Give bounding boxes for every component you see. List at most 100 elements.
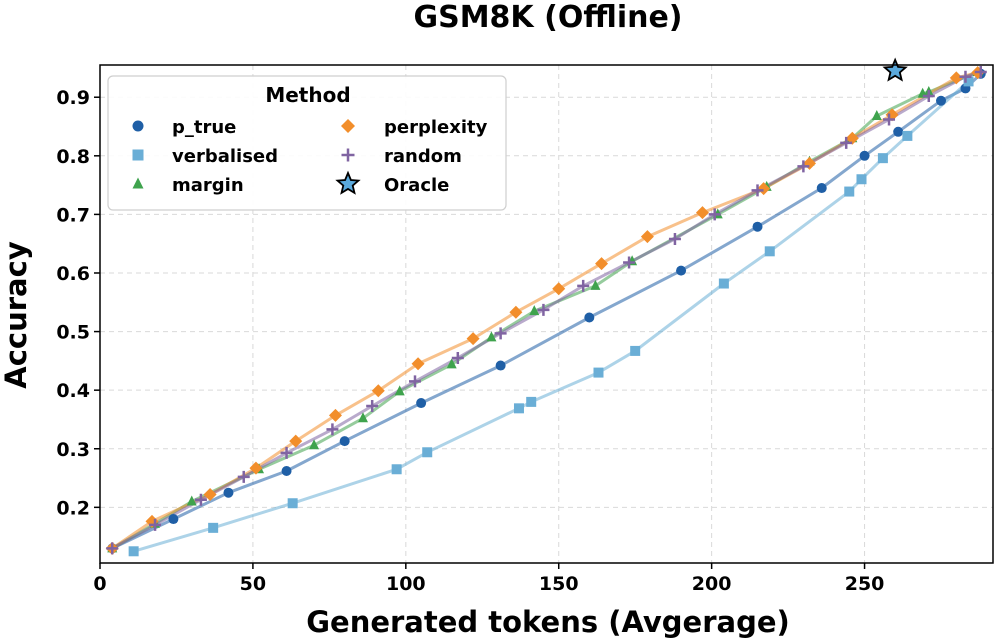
plot-frame bbox=[99, 64, 994, 564]
y-tick-label: 0.2 bbox=[56, 497, 90, 519]
series-line-p_true bbox=[111, 72, 982, 550]
data-point-verbalised bbox=[513, 403, 524, 414]
data-point-random bbox=[494, 327, 507, 340]
legend-marker-margin bbox=[132, 177, 144, 189]
x-tick-label: 250 bbox=[845, 573, 885, 595]
data-point-random bbox=[577, 279, 590, 292]
data-point-verbalised bbox=[963, 76, 974, 87]
series-line-random bbox=[111, 70, 982, 550]
data-point-p_true bbox=[339, 436, 350, 447]
x-axis-label: Generated tokens (Avgerage) bbox=[306, 605, 790, 639]
y-tick-label: 0.6 bbox=[56, 263, 90, 285]
data-point-p_true bbox=[676, 265, 687, 276]
legend: Method p_true verbalised margin perplexity r… bbox=[107, 75, 507, 211]
data-point-perplexity bbox=[466, 332, 480, 346]
y-tick-label: 0.8 bbox=[56, 146, 90, 168]
data-point-margin bbox=[871, 109, 882, 120]
data-point-p_true bbox=[816, 183, 827, 194]
oracle-marker bbox=[882, 57, 908, 82]
legend-title: Method bbox=[265, 83, 350, 107]
data-point-p_true bbox=[495, 360, 506, 371]
data-point-perplexity bbox=[552, 282, 566, 296]
data-point-perplexity bbox=[249, 461, 263, 475]
y-tick-label: 0.4 bbox=[56, 380, 90, 402]
series-markers bbox=[105, 66, 987, 557]
data-point-margin bbox=[590, 279, 601, 290]
data-point-random bbox=[974, 66, 987, 79]
data-point-verbalised bbox=[630, 345, 641, 356]
x-tick-label: 0 bbox=[93, 573, 106, 595]
legend-label-verbalised: verbalised bbox=[172, 146, 278, 167]
legend-label-Oracle: Oracle bbox=[384, 175, 449, 196]
data-point-random bbox=[708, 208, 721, 221]
x-tick-label: 150 bbox=[539, 573, 579, 595]
data-point-verbalised bbox=[287, 498, 298, 509]
data-point-random bbox=[280, 446, 293, 459]
data-point-random bbox=[106, 542, 119, 555]
x-tick-label: 50 bbox=[240, 573, 266, 595]
y-tick-label: 0.5 bbox=[56, 322, 90, 344]
data-point-random bbox=[883, 113, 896, 126]
data-point-margin bbox=[394, 385, 405, 396]
data-point-p_true bbox=[223, 487, 234, 498]
data-point-random bbox=[922, 90, 935, 103]
data-point-random bbox=[408, 375, 421, 388]
chart-title: GSM8K (Offline) bbox=[413, 0, 682, 35]
data-point-random bbox=[797, 160, 810, 173]
data-point-p_true bbox=[752, 221, 763, 232]
legend-marker-random bbox=[341, 148, 355, 162]
x-axis-ticks: 0 50 100 150 200 250 bbox=[93, 563, 884, 595]
legend-label-p_true: p_true bbox=[172, 117, 236, 138]
y-tick-label: 0.9 bbox=[56, 87, 90, 109]
data-point-p_true bbox=[859, 150, 870, 161]
legend-marker-Oracle bbox=[335, 170, 361, 195]
legend-label-margin: margin bbox=[172, 175, 244, 196]
data-point-margin bbox=[358, 412, 369, 423]
series-lines bbox=[111, 70, 982, 553]
data-point-verbalised bbox=[764, 246, 775, 257]
data-point-random bbox=[751, 184, 764, 197]
data-point-margin bbox=[529, 305, 540, 316]
data-point-p_true bbox=[584, 312, 595, 323]
data-point-perplexity bbox=[509, 305, 523, 319]
data-point-random bbox=[366, 399, 379, 412]
data-point-verbalised bbox=[526, 396, 537, 407]
data-point-verbalised bbox=[391, 464, 402, 475]
x-tick-label: 200 bbox=[692, 573, 732, 595]
data-point-random bbox=[326, 423, 339, 436]
y-tick-label: 0.3 bbox=[56, 439, 90, 461]
oracle-layer bbox=[882, 57, 908, 82]
data-point-verbalised bbox=[844, 186, 855, 197]
data-point-p_true bbox=[936, 95, 947, 106]
legend-label-random: random bbox=[384, 146, 462, 167]
legend-marker-perplexity bbox=[341, 119, 355, 133]
data-point-verbalised bbox=[593, 367, 604, 378]
data-point-verbalised bbox=[856, 174, 867, 185]
legend-marker-p_true bbox=[132, 120, 144, 132]
data-point-margin bbox=[309, 439, 320, 450]
data-point-verbalised bbox=[128, 546, 139, 557]
data-point-perplexity bbox=[289, 434, 303, 448]
data-point-random bbox=[840, 136, 853, 149]
data-point-perplexity bbox=[640, 230, 654, 244]
data-point-random bbox=[194, 493, 207, 506]
data-point-random bbox=[668, 233, 681, 246]
data-point-p_true bbox=[168, 514, 179, 525]
data-point-perplexity bbox=[757, 182, 771, 196]
data-point-random bbox=[237, 470, 250, 483]
data-point-margin bbox=[486, 331, 497, 342]
data-point-perplexity bbox=[595, 257, 609, 271]
data-point-margin bbox=[186, 495, 197, 506]
x-tick-label: 100 bbox=[386, 573, 426, 595]
data-point-p_true bbox=[281, 466, 292, 477]
data-point-random bbox=[623, 256, 636, 269]
data-point-perplexity bbox=[695, 206, 709, 220]
data-point-perplexity bbox=[203, 487, 217, 501]
data-point-random bbox=[149, 518, 162, 531]
data-point-margin bbox=[446, 358, 457, 369]
data-point-p_true bbox=[893, 126, 904, 137]
data-point-verbalised bbox=[877, 153, 888, 164]
data-point-perplexity bbox=[328, 408, 342, 422]
data-point-p_true bbox=[416, 398, 427, 409]
